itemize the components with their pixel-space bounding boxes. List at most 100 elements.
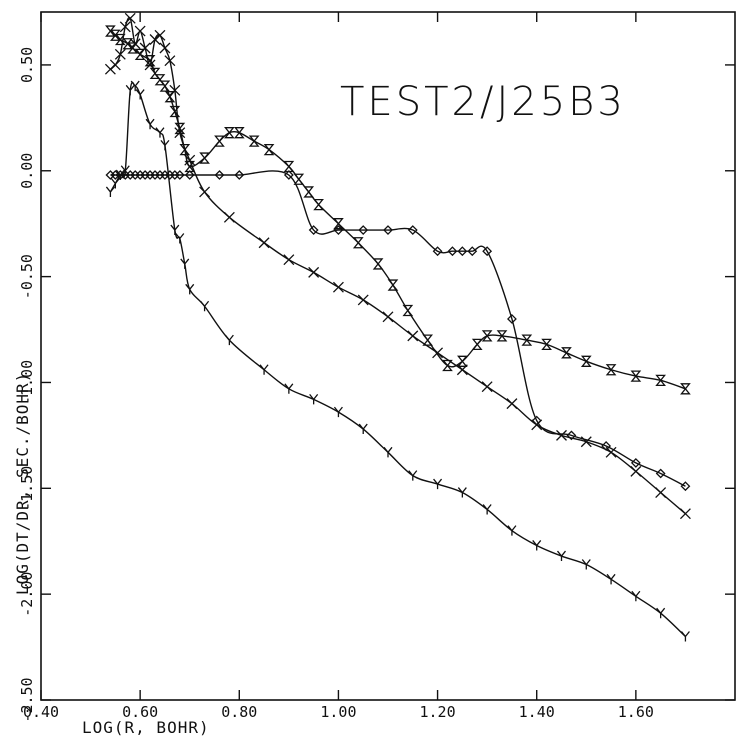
y-tick-label: -1.50 [18, 466, 36, 511]
data-point-s3-16 [259, 364, 269, 375]
data-point-s2-33 [630, 465, 642, 477]
data-point-s0-42 [655, 374, 666, 386]
data-point-s1-27 [467, 246, 478, 257]
data-point-s3-4 [125, 84, 135, 96]
data-point-s2-27 [481, 381, 493, 393]
data-point-s3-23 [433, 478, 443, 490]
data-point-s0-19 [248, 135, 260, 147]
data-point-s3-6 [135, 89, 145, 100]
data-point-s3-14 [200, 300, 210, 312]
data-point-s3-7 [145, 118, 155, 130]
data-point-s0-10 [164, 91, 176, 103]
data-point-s1-34 [655, 468, 666, 479]
data-point-s0-24 [313, 198, 324, 211]
data-point-s3-29 [581, 559, 591, 570]
data-point-s3-15 [224, 334, 234, 346]
data-point-s3-19 [333, 406, 343, 418]
data-point-s0-16 [214, 135, 225, 147]
data-point-s3-25 [482, 504, 492, 515]
data-point-s0-43 [680, 383, 691, 395]
data-point-s1-35 [680, 481, 691, 492]
data-point-s0-26 [352, 237, 364, 249]
data-point-s3-10 [170, 224, 180, 236]
data-point-s0-1 [110, 29, 121, 41]
y-tick-label: -0.50 [18, 254, 36, 299]
data-point-s3-5 [130, 80, 140, 92]
data-point-s1-22 [383, 225, 393, 235]
y-tick-label: -2.00 [18, 572, 36, 617]
y-tick-labels: -2.50 -2.00 -1.50 -1.00 -0.50 0.00 0.50 [18, 47, 36, 723]
data-point-s0-9 [159, 80, 171, 92]
data-point-s2-3 [119, 21, 131, 33]
y-tick-label: 0.50 [18, 47, 36, 83]
data-point-s0-23 [303, 186, 315, 198]
data-point-s2-13 [169, 84, 181, 96]
data-point-s2-17 [223, 211, 235, 223]
data-point-s3-20 [358, 423, 368, 435]
data-point-s0-38 [561, 347, 572, 359]
data-point-s2-18 [258, 237, 270, 249]
data-point-s0-17 [224, 127, 235, 139]
data-point-s0-18 [233, 127, 245, 139]
data-point-s0-28 [387, 279, 399, 291]
data-point-s1-23 [407, 225, 418, 235]
data-point-s3-9 [160, 139, 170, 151]
data-point-s1-33 [630, 457, 641, 468]
y-tick-label: -1.00 [18, 360, 36, 405]
data-point-s3-2 [115, 169, 125, 181]
data-point-s0-25 [333, 218, 344, 230]
data-point-s2-19 [283, 254, 295, 266]
series-y [105, 80, 690, 642]
data-point-s2-32 [605, 446, 617, 458]
plot-frame [40, 11, 736, 701]
data-point-s3-8 [155, 127, 165, 138]
data-point-s1-31 [566, 430, 577, 441]
x-tick-label: 0.40 [23, 703, 59, 721]
data-point-s0-2 [114, 33, 126, 46]
data-point-s2-1 [109, 59, 121, 71]
data-point-s3-24 [457, 487, 467, 498]
data-point-s3-26 [507, 525, 517, 536]
data-point-s2-25 [432, 347, 444, 359]
data-point-s2-15 [184, 154, 196, 166]
data-point-s3-13 [185, 283, 195, 295]
data-point-s3-32 [656, 607, 666, 619]
data-point-s2-16 [199, 186, 211, 198]
data-point-s1-26 [457, 246, 468, 257]
x-tick-label: 1.60 [618, 703, 654, 721]
data-point-s2-10 [154, 29, 166, 41]
data-point-s2-28 [506, 398, 518, 410]
data-point-s0-22 [293, 173, 305, 185]
data-point-s2-4 [124, 12, 136, 24]
y-tick-label: -2.50 [18, 677, 36, 722]
data-point-s0-37 [541, 338, 552, 351]
data-point-s2-20 [308, 266, 320, 278]
data-point-s3-1 [110, 178, 120, 189]
data-point-s2-14 [174, 127, 186, 139]
data-point-s0-29 [402, 304, 414, 317]
x-tick-labels: 0.40 0.60 0.80 1.00 1.20 1.40 1.60 [23, 703, 654, 721]
data-point-s0-34 [481, 330, 493, 342]
data-point-s3-31 [631, 590, 641, 602]
data-point-s2-34 [655, 487, 667, 499]
x-tick-label: 0.60 [122, 703, 158, 721]
data-point-s0-20 [263, 143, 275, 156]
data-point-s1-16 [214, 170, 225, 180]
data-point-s3-27 [532, 540, 542, 551]
data-point-s2-22 [357, 294, 369, 306]
data-point-s2-30 [556, 429, 567, 441]
data-point-s3-0 [105, 186, 115, 197]
data-point-s0-3 [122, 38, 134, 50]
series-line-diamond [110, 170, 686, 487]
data-point-s0-27 [372, 258, 384, 270]
data-point-s0-33 [471, 338, 483, 351]
chart-title: TEST2/J25B3 [340, 79, 626, 125]
data-point-s2-7 [139, 42, 151, 54]
series-hourglass [105, 25, 691, 395]
data-point-s2-24 [407, 330, 419, 342]
data-point-s1-15 [184, 170, 195, 180]
y-axis-title: LOG(DT/DR, SEC./BOHR) [13, 372, 32, 595]
data-point-s1-25 [447, 246, 458, 257]
data-point-s3-28 [556, 550, 567, 562]
data-point-s0-39 [580, 355, 592, 367]
